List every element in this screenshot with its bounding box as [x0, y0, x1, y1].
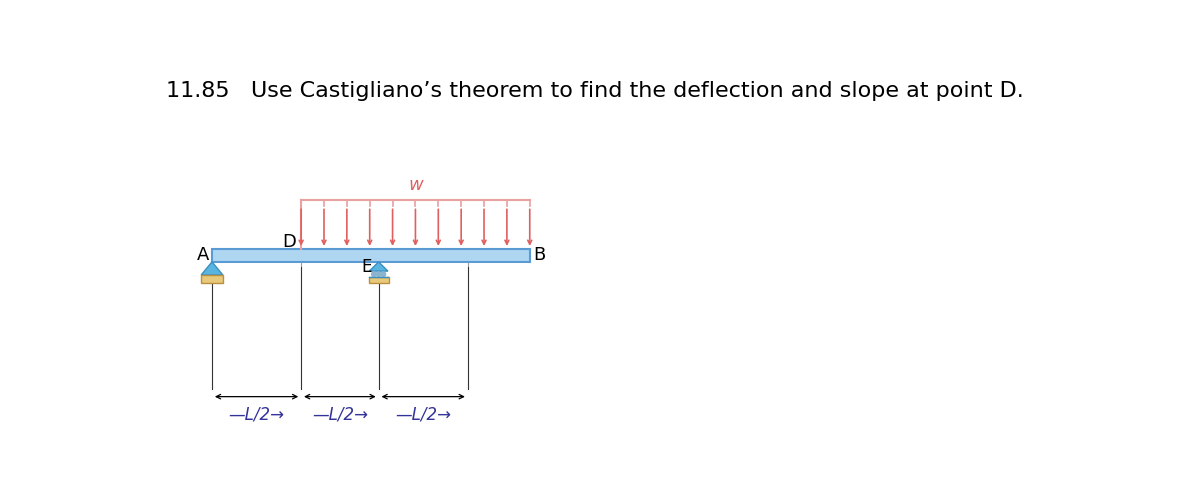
- Circle shape: [377, 272, 380, 277]
- Text: —L/2→: —L/2→: [395, 406, 451, 424]
- Text: E: E: [362, 258, 372, 276]
- Polygon shape: [370, 262, 388, 271]
- Text: w: w: [408, 176, 422, 194]
- Bar: [212, 249, 529, 262]
- Text: A: A: [197, 246, 209, 264]
- Text: B: B: [533, 246, 545, 264]
- Polygon shape: [202, 262, 223, 275]
- Bar: [214, 264, 528, 268]
- Circle shape: [372, 272, 377, 277]
- Text: 11.85   Use Castigliano’s theorem to find the deflection and slope at point D.: 11.85 Use Castigliano’s theorem to find …: [166, 81, 1024, 101]
- Bar: [202, 275, 223, 282]
- Circle shape: [380, 272, 385, 277]
- Text: —L/2→: —L/2→: [228, 406, 284, 424]
- Bar: [368, 277, 389, 283]
- Text: D: D: [282, 233, 296, 251]
- Text: —L/2→: —L/2→: [312, 406, 368, 424]
